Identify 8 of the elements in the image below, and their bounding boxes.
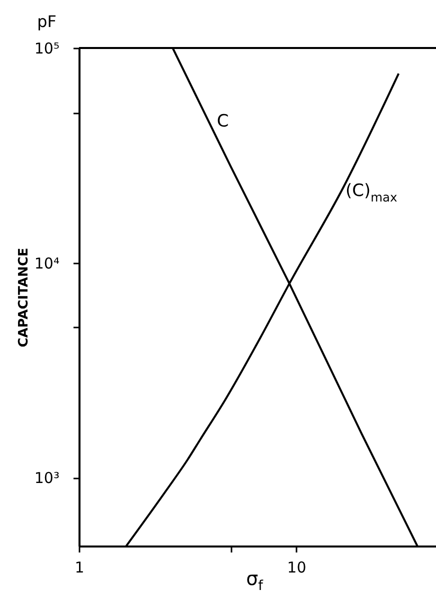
x-tick-label: 1 bbox=[74, 558, 84, 576]
y-tick-label: 10⁵ bbox=[34, 40, 60, 58]
text: pF bbox=[37, 12, 56, 31]
y-tick-label: 10³ bbox=[34, 469, 60, 488]
y-axis-title: CAPACITANCE bbox=[16, 248, 32, 348]
y-tick-label: 10⁴ bbox=[34, 254, 60, 272]
series-label: C bbox=[216, 112, 229, 132]
x-tick-label: 10 bbox=[287, 558, 306, 576]
